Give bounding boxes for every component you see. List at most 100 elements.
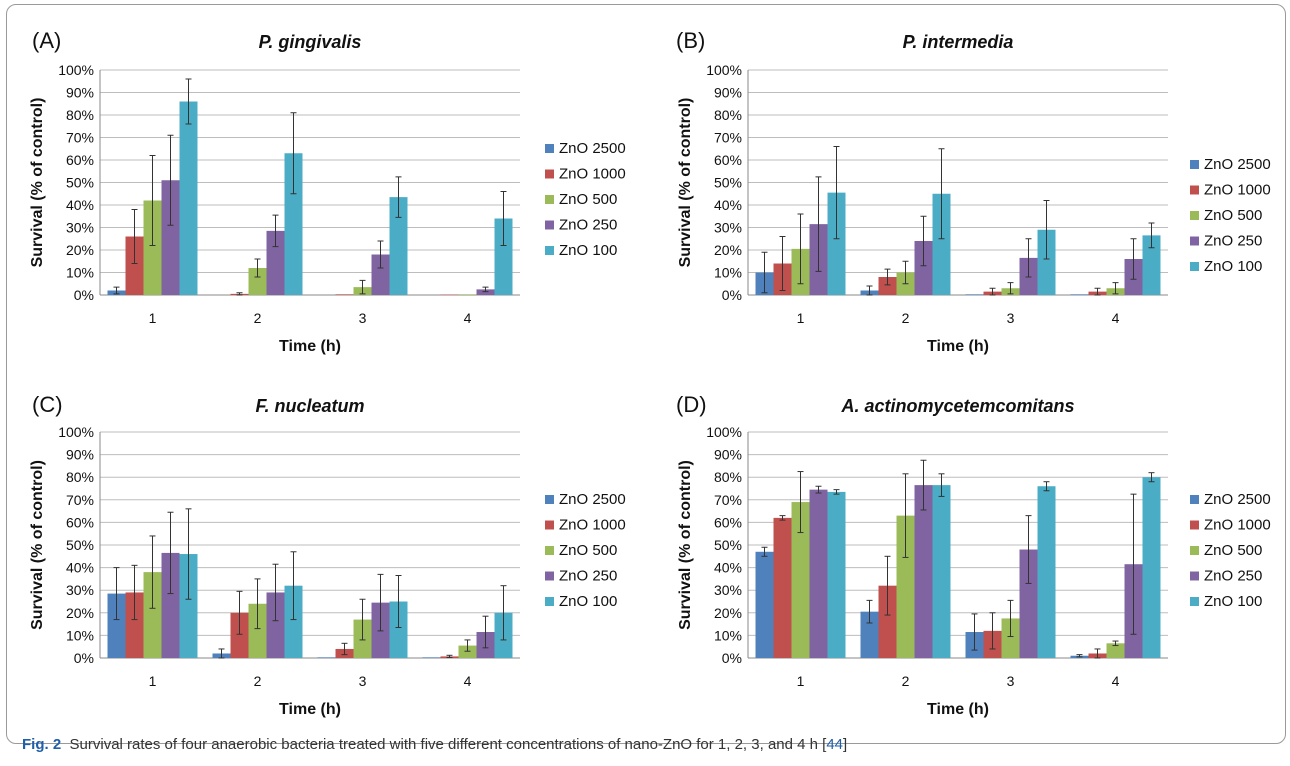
bar bbox=[179, 101, 198, 295]
y-tick-label: 50% bbox=[66, 175, 94, 191]
legend-swatch bbox=[1190, 185, 1199, 195]
bar bbox=[1142, 477, 1161, 658]
bar bbox=[809, 489, 828, 658]
y-tick-label: 50% bbox=[66, 537, 94, 553]
legend-label: ZnO 500 bbox=[559, 542, 617, 559]
figure-frame bbox=[6, 4, 1286, 744]
bar bbox=[389, 197, 408, 295]
y-tick-label: 10% bbox=[66, 627, 94, 643]
y-tick-label: 40% bbox=[714, 560, 742, 576]
legend-label: ZnO 2500 bbox=[1204, 491, 1271, 508]
bar bbox=[371, 254, 390, 295]
legend-swatch bbox=[1190, 495, 1199, 504]
legend-swatch bbox=[545, 246, 554, 255]
legend-swatch bbox=[545, 520, 554, 530]
panel-label: (D) bbox=[676, 392, 707, 417]
legend-swatch bbox=[1190, 262, 1199, 271]
legend-label: ZnO 100 bbox=[559, 593, 617, 610]
y-tick-label: 60% bbox=[714, 152, 742, 168]
y-tick-label: 0% bbox=[74, 287, 94, 303]
y-tick-label: 0% bbox=[722, 650, 742, 666]
legend-label: ZnO 500 bbox=[559, 191, 617, 208]
bar bbox=[1001, 618, 1020, 658]
x-tick-label: 3 bbox=[1007, 310, 1015, 326]
legend-label: ZnO 250 bbox=[559, 217, 617, 234]
x-tick-label: 4 bbox=[1112, 673, 1120, 689]
bar bbox=[773, 517, 792, 658]
legend-label: ZnO 2500 bbox=[1204, 156, 1271, 173]
y-tick-label: 80% bbox=[66, 107, 94, 123]
x-tick-label: 2 bbox=[902, 310, 910, 326]
legend-swatch bbox=[1190, 546, 1199, 555]
bar bbox=[827, 491, 846, 658]
bar bbox=[230, 612, 249, 658]
legend-label: ZnO 2500 bbox=[559, 491, 626, 508]
y-tick-label: 100% bbox=[706, 424, 742, 440]
x-tick-label: 2 bbox=[902, 673, 910, 689]
legend-swatch bbox=[545, 195, 554, 204]
x-tick-label: 1 bbox=[797, 673, 805, 689]
y-tick-label: 60% bbox=[66, 514, 94, 530]
bar bbox=[914, 485, 933, 658]
bar bbox=[284, 585, 303, 658]
chart-title: P. intermedia bbox=[903, 32, 1014, 52]
x-tick-label: 2 bbox=[254, 310, 262, 326]
bar bbox=[458, 645, 477, 658]
y-tick-label: 100% bbox=[706, 62, 742, 78]
y-tick-label: 30% bbox=[66, 220, 94, 236]
bar bbox=[1142, 235, 1161, 295]
y-tick-label: 90% bbox=[714, 85, 742, 101]
caption-ref: 44 bbox=[826, 736, 844, 753]
y-tick-label: 10% bbox=[714, 265, 742, 281]
bar bbox=[317, 657, 336, 658]
bar bbox=[284, 153, 303, 295]
y-tick-label: 80% bbox=[66, 469, 94, 485]
y-tick-label: 20% bbox=[66, 605, 94, 621]
y-tick-label: 30% bbox=[714, 220, 742, 236]
bar bbox=[248, 268, 267, 295]
caption-text: Survival rates of four anaerobic bacteri… bbox=[69, 736, 827, 753]
bar bbox=[1106, 643, 1125, 658]
bar bbox=[878, 585, 897, 658]
y-axis-label: Survival (% of control) bbox=[29, 98, 46, 268]
y-tick-label: 70% bbox=[714, 492, 742, 508]
legend-swatch bbox=[545, 571, 554, 581]
x-tick-label: 3 bbox=[359, 310, 367, 326]
legend-swatch bbox=[1190, 571, 1199, 581]
chart-title: F. nucleatum bbox=[255, 396, 364, 416]
bar bbox=[179, 554, 198, 658]
bar bbox=[1019, 549, 1038, 658]
y-tick-label: 50% bbox=[714, 175, 742, 191]
x-tick-label: 3 bbox=[359, 673, 367, 689]
y-tick-label: 20% bbox=[714, 242, 742, 258]
legend-swatch bbox=[545, 220, 554, 230]
bar bbox=[932, 193, 951, 295]
y-tick-label: 50% bbox=[714, 537, 742, 553]
legend-swatch bbox=[545, 546, 554, 555]
x-tick-label: 2 bbox=[254, 673, 262, 689]
bar bbox=[161, 552, 180, 658]
y-tick-label: 100% bbox=[58, 62, 94, 78]
figure-caption: Fig. 2 Survival rates of four anaerobic … bbox=[22, 736, 847, 753]
y-tick-label: 70% bbox=[66, 492, 94, 508]
bar bbox=[266, 230, 285, 295]
legend-label: ZnO 250 bbox=[559, 568, 617, 585]
caption-close: ] bbox=[843, 736, 848, 753]
bar bbox=[476, 289, 495, 295]
bar bbox=[878, 277, 897, 295]
y-tick-label: 100% bbox=[58, 424, 94, 440]
y-tick-label: 60% bbox=[714, 514, 742, 530]
bar bbox=[335, 294, 354, 295]
y-axis-label: Survival (% of control) bbox=[677, 98, 694, 268]
legend-swatch bbox=[545, 495, 554, 504]
bar bbox=[266, 592, 285, 658]
x-axis-label: Time (h) bbox=[279, 701, 341, 718]
y-tick-label: 90% bbox=[66, 85, 94, 101]
bar bbox=[125, 236, 144, 295]
x-axis-label: Time (h) bbox=[927, 338, 989, 355]
bar bbox=[389, 601, 408, 658]
y-tick-label: 40% bbox=[714, 197, 742, 213]
y-tick-label: 90% bbox=[714, 447, 742, 463]
y-tick-label: 10% bbox=[66, 265, 94, 281]
